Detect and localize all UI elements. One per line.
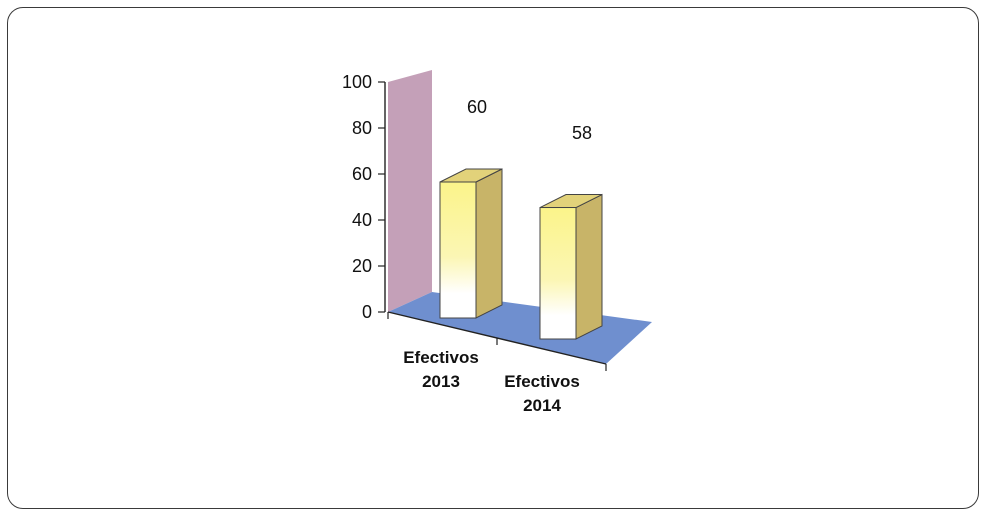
- bar-side: [575, 193, 603, 340]
- y-tick-label: 40: [352, 210, 372, 230]
- y-tick-label: 0: [362, 302, 372, 322]
- category-label: 2014: [523, 396, 561, 415]
- bar-2: [539, 193, 603, 340]
- back-wall: [388, 70, 432, 312]
- category-label: 2013: [422, 372, 460, 391]
- category-label: Efectivos: [403, 348, 479, 367]
- y-tick-label: 60: [352, 164, 372, 184]
- bar-front: [439, 181, 477, 319]
- category-label: Efectivos: [504, 372, 580, 391]
- y-tick-label: 20: [352, 256, 372, 276]
- y-tick-label: 100: [342, 72, 372, 92]
- data-label: 58: [572, 123, 592, 143]
- bar-front: [539, 207, 577, 340]
- y-tick-label: 80: [352, 118, 372, 138]
- bar-side: [475, 168, 503, 319]
- data-label: 60: [467, 97, 487, 117]
- bar-1: [439, 168, 503, 319]
